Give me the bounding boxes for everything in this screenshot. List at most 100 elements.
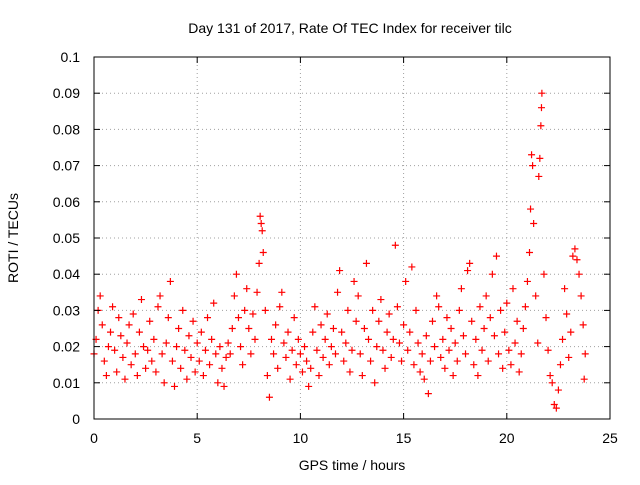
data-point xyxy=(499,364,507,372)
data-point xyxy=(230,292,238,300)
data-point xyxy=(218,364,226,372)
data-point xyxy=(303,357,311,365)
data-point xyxy=(402,277,410,285)
data-point xyxy=(268,335,276,343)
data-point xyxy=(131,350,139,358)
data-point xyxy=(344,306,352,314)
data-point xyxy=(179,306,187,314)
data-point xyxy=(468,317,476,325)
data-point xyxy=(537,122,545,130)
data-point xyxy=(406,328,414,336)
data-point xyxy=(208,335,216,343)
data-point xyxy=(111,346,119,354)
data-point xyxy=(416,368,424,376)
data-point xyxy=(195,357,203,365)
data-point xyxy=(152,368,160,376)
data-point xyxy=(154,303,162,311)
data-point xyxy=(486,314,494,322)
data-point xyxy=(352,317,360,325)
data-point xyxy=(377,296,385,304)
data-point xyxy=(439,335,447,343)
data-point xyxy=(160,379,168,387)
data-point xyxy=(292,361,300,369)
data-point xyxy=(168,357,176,365)
data-point xyxy=(552,404,560,412)
data-point xyxy=(373,343,381,351)
data-point xyxy=(563,310,571,318)
data-point xyxy=(579,321,587,329)
data-point xyxy=(216,343,224,351)
data-point xyxy=(369,306,377,314)
data-point xyxy=(305,382,313,390)
data-point xyxy=(426,357,434,365)
data-point xyxy=(334,288,342,296)
x-tick-label: 0 xyxy=(90,430,98,446)
data-point xyxy=(365,335,373,343)
data-point xyxy=(340,357,348,365)
data-point xyxy=(346,368,354,376)
data-point xyxy=(249,310,257,318)
data-point xyxy=(239,361,247,369)
data-point xyxy=(261,306,269,314)
data-point xyxy=(222,353,230,361)
data-point xyxy=(115,314,123,322)
data-point xyxy=(542,314,550,322)
data-point xyxy=(259,248,267,256)
data-point xyxy=(265,393,273,401)
data-point xyxy=(158,350,166,358)
data-point xyxy=(146,317,154,325)
data-point xyxy=(327,343,335,351)
data-point xyxy=(501,328,509,336)
data-point xyxy=(526,248,534,256)
data-point xyxy=(535,172,543,180)
data-point xyxy=(164,314,172,322)
data-point xyxy=(573,256,581,264)
x-tick-label: 5 xyxy=(193,430,201,446)
data-point xyxy=(253,288,261,296)
data-point xyxy=(307,364,315,372)
y-tick-label: 0.09 xyxy=(53,85,80,101)
data-point xyxy=(276,303,284,311)
axis-ticks: 0 5 10 15 20 25 0 0.01 0.02 0.03 0.04 0.05 0.06 0.07 0… xyxy=(53,49,618,446)
data-point xyxy=(117,332,125,340)
data-point xyxy=(546,372,554,380)
data-point xyxy=(350,277,358,285)
data-point xyxy=(513,317,521,325)
data-point xyxy=(503,299,511,307)
x-axis-label: GPS time / hours xyxy=(299,457,406,473)
data-point xyxy=(474,372,482,380)
data-point xyxy=(559,335,567,343)
data-point xyxy=(527,205,535,213)
data-point xyxy=(317,321,325,329)
data-point xyxy=(156,292,164,300)
data-point xyxy=(441,364,449,372)
data-point xyxy=(445,346,453,354)
data-point xyxy=(245,325,253,332)
data-point xyxy=(237,343,245,351)
data-point xyxy=(206,361,214,369)
data-point xyxy=(278,288,286,296)
data-point xyxy=(511,339,519,347)
data-point xyxy=(569,252,577,260)
data-point xyxy=(404,346,412,354)
data-point xyxy=(311,303,319,311)
data-point xyxy=(197,328,205,336)
data-point xyxy=(420,375,428,383)
chart-title: Day 131 of 2017, Rate Of TEC Index for r… xyxy=(188,20,511,36)
data-point xyxy=(581,350,589,358)
data-point xyxy=(358,372,366,380)
data-point xyxy=(140,343,148,351)
data-point xyxy=(191,368,199,376)
data-point xyxy=(232,270,240,278)
data-point xyxy=(329,325,337,332)
data-point xyxy=(530,220,538,228)
data-point xyxy=(577,292,585,300)
data-point xyxy=(315,372,323,380)
data-point xyxy=(534,339,542,347)
data-point xyxy=(290,314,298,322)
data-point xyxy=(173,343,181,351)
data-point xyxy=(286,375,294,383)
data-point xyxy=(472,335,480,343)
data-point xyxy=(418,350,426,358)
data-point xyxy=(270,350,278,358)
